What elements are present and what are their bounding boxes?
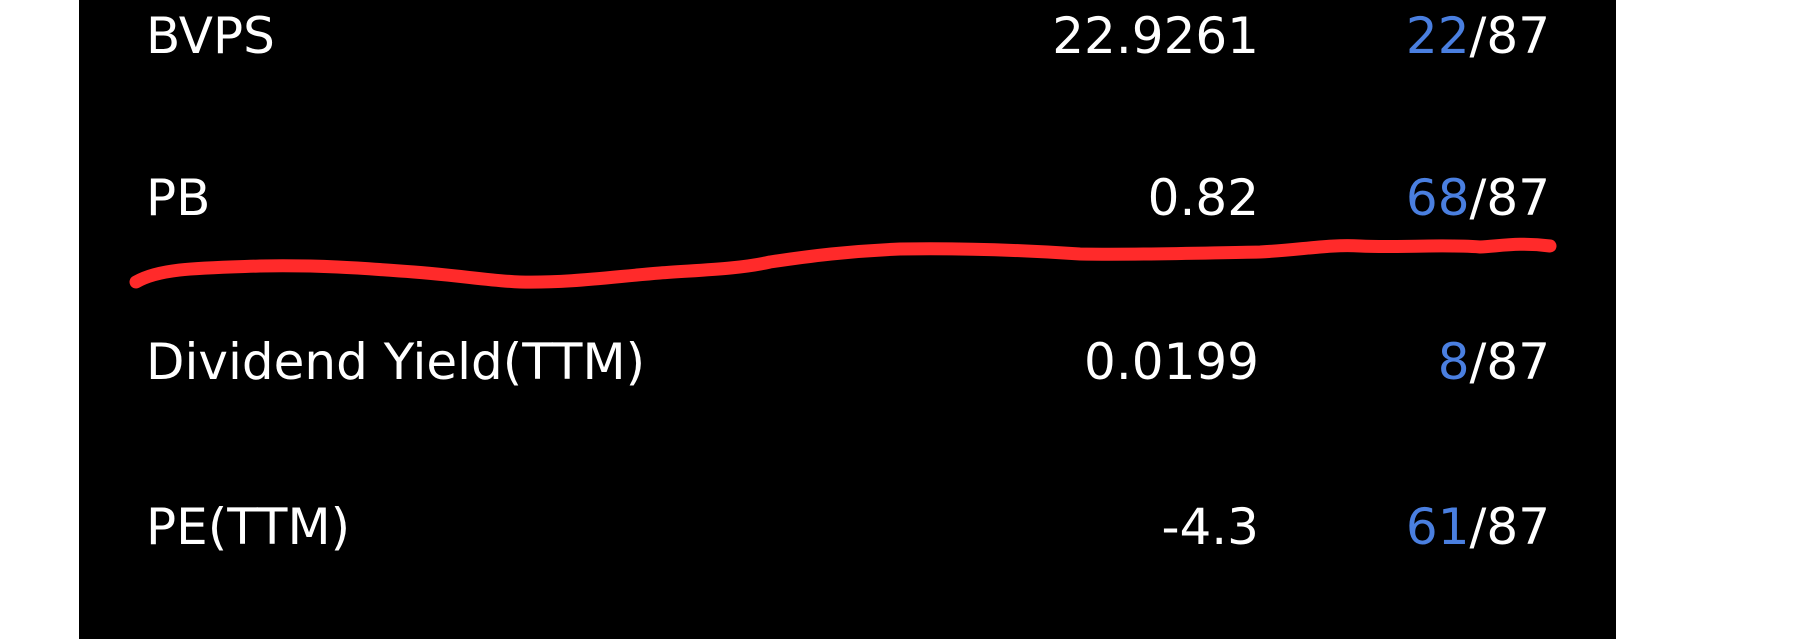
metric-value: 0.0199: [1084, 333, 1259, 391]
metric-row-dividend-yield[interactable]: Dividend Yield(TTM) 0.0199 8/87: [79, 322, 1616, 402]
metric-value: 0.82: [1147, 169, 1259, 227]
metric-value: 22.9261: [1052, 7, 1259, 65]
metric-name: PB: [146, 169, 211, 227]
metric-row-bvps[interactable]: BVPS 22.9261 22/87: [79, 0, 1616, 76]
metric-rank: 8/87: [1438, 322, 1550, 402]
metric-value: -4.3: [1161, 498, 1259, 556]
metric-rank: 68/87: [1406, 158, 1550, 238]
rank-total: /87: [1469, 7, 1550, 65]
metric-rank: 22/87: [1406, 0, 1550, 76]
rank-total: /87: [1469, 333, 1550, 391]
rank-number: 61: [1405, 498, 1470, 556]
metric-name: Dividend Yield(TTM): [146, 333, 646, 391]
metric-row-pe[interactable]: PE(TTM) -4.3 61/87: [79, 487, 1616, 567]
rank-total: /87: [1469, 498, 1550, 556]
metrics-panel: BVPS 22.9261 22/87 PB 0.82 68/87 Dividen…: [79, 0, 1616, 639]
rank-number: 8: [1437, 333, 1470, 391]
metric-row-pb[interactable]: PB 0.82 68/87: [79, 158, 1616, 238]
metric-rank: 61/87: [1406, 487, 1550, 567]
rank-total: /87: [1469, 169, 1550, 227]
metric-name: BVPS: [146, 7, 275, 65]
rank-number: 68: [1405, 169, 1470, 227]
rank-number: 22: [1405, 7, 1470, 65]
metric-name: PE(TTM): [146, 498, 351, 556]
